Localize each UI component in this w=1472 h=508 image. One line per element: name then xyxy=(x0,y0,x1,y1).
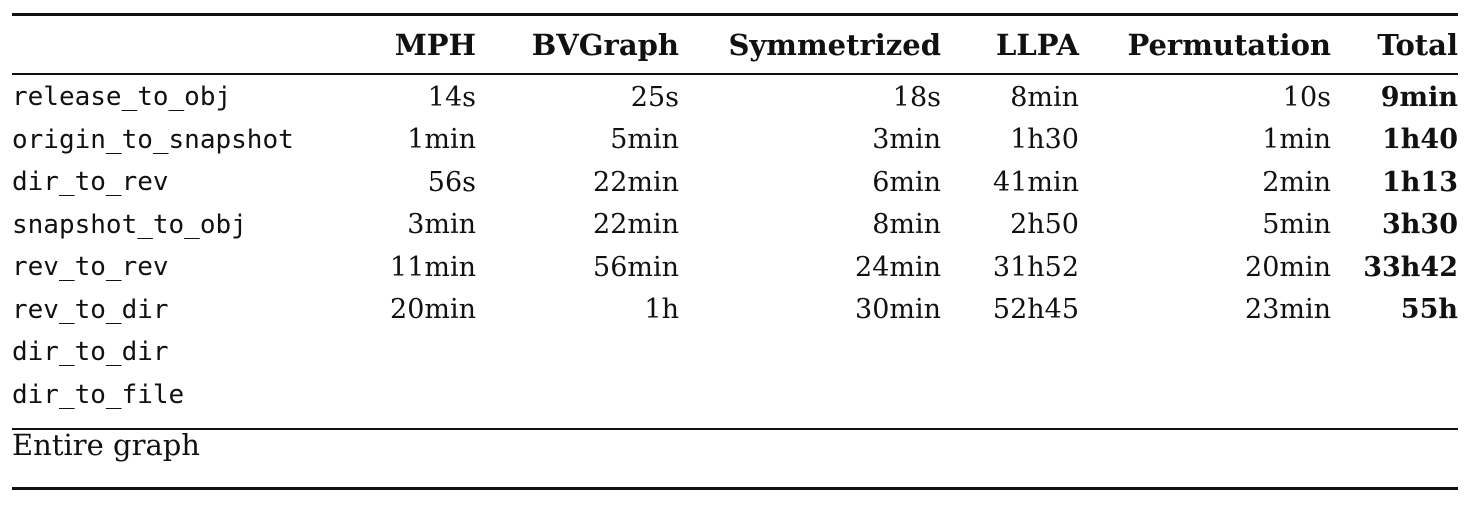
table-header-rule xyxy=(12,73,1458,75)
llpa-cell: 41min xyxy=(993,166,1079,198)
llpa-cell: 1h30 xyxy=(1010,124,1079,156)
bvgraph-cell: 22min xyxy=(593,209,679,241)
table-row: snapshot_to_obj 3min 22min 8min 2h50 5min 3h30 xyxy=(12,204,1458,247)
permutation-cell xyxy=(1079,374,1331,417)
mph-cell: 56s xyxy=(427,166,476,198)
header-row: MPH BVGraph Symmetrized LLPA Permutation… xyxy=(12,16,1458,74)
permutation-cell: 2min xyxy=(1262,166,1331,198)
graph-name-cell: rev_to_dir xyxy=(12,294,169,325)
total-cell: 1h13 xyxy=(1382,166,1458,198)
graph-name-cell: origin_to_snapshot xyxy=(12,124,294,155)
table-footer: Entire graph xyxy=(12,416,1458,474)
llpa-cell xyxy=(941,331,1079,374)
table-row: dir_to_rev 56s 22min 6min 41min 2min 1h13 xyxy=(12,161,1458,204)
table-row: release_to_obj 14s 25s 18s 8min 10s 9min xyxy=(12,74,1458,119)
mph-cell: 1min xyxy=(407,124,476,156)
graph-name-cell: rev_to_rev xyxy=(12,252,169,283)
table-row: dir_to_dir xyxy=(12,331,1458,374)
graph-name-cell: dir_to_rev xyxy=(12,167,169,198)
permutation-cell: 10s xyxy=(1282,81,1331,113)
llpa-cell: 2h50 xyxy=(1010,209,1079,241)
total-cell: 33h42 xyxy=(1363,251,1458,283)
table-top-rule xyxy=(12,13,1458,16)
bvgraph-cell: 56min xyxy=(593,251,679,283)
bvgraph-cell: 22min xyxy=(593,166,679,198)
symmetrized-cell: 24min xyxy=(855,251,941,283)
table-footer-rule xyxy=(12,428,1458,430)
table-row: dir_to_file xyxy=(12,374,1458,417)
permutation-cell xyxy=(1079,331,1331,374)
llpa-cell: 52h45 xyxy=(992,294,1079,326)
graph-name-cell: dir_to_file xyxy=(12,379,185,410)
header-symmetrized: Symmetrized xyxy=(728,28,941,62)
total-cell: 1h40 xyxy=(1382,124,1458,156)
permutation-cell: 1min xyxy=(1262,124,1331,156)
bvgraph-cell xyxy=(476,331,679,374)
table-row: rev_to_dir 20min 1h 30min 52h45 23min 55h xyxy=(12,289,1458,332)
permutation-cell: 20min xyxy=(1245,251,1331,283)
table-row: origin_to_snapshot 1min 5min 3min 1h30 1min 1h… xyxy=(12,119,1458,162)
bvgraph-cell: 25s xyxy=(630,81,679,113)
footer-row: Entire graph xyxy=(12,416,1458,474)
symmetrized-cell: 30min xyxy=(855,294,941,326)
symmetrized-cell: 18s xyxy=(892,81,941,113)
symmetrized-cell: 3min xyxy=(872,124,941,156)
header-bvgraph: BVGraph xyxy=(531,28,679,62)
mph-cell: 14s xyxy=(427,81,476,113)
table-bottom-rule xyxy=(12,487,1458,490)
table-row: rev_to_rev 11min 56min 24min 31h52 20min 33h42 xyxy=(12,246,1458,289)
total-cell: 3h30 xyxy=(1382,209,1458,241)
table-body: release_to_obj 14s 25s 18s 8min 10s 9min origin… xyxy=(12,74,1458,416)
total-cell: 9min xyxy=(1380,81,1458,113)
timing-table: MPH BVGraph Symmetrized LLPA Permutation… xyxy=(12,16,1458,474)
header-mph: MPH xyxy=(394,28,476,62)
bvgraph-cell: 5min xyxy=(610,124,679,156)
llpa-cell: 31h52 xyxy=(992,251,1079,283)
symmetrized-cell xyxy=(679,331,941,374)
bvgraph-cell: 1h xyxy=(644,294,679,326)
mph-cell xyxy=(357,374,476,417)
header-graph xyxy=(12,16,357,74)
footer-label: Entire graph xyxy=(12,428,200,462)
mph-cell: 3min xyxy=(407,209,476,241)
symmetrized-cell: 8min xyxy=(872,209,941,241)
mph-cell: 11min xyxy=(390,251,476,283)
header-total: Total xyxy=(1377,28,1458,62)
symmetrized-cell: 6min xyxy=(872,166,941,198)
total-cell xyxy=(1331,374,1458,417)
mph-cell: 20min xyxy=(390,294,476,326)
permutation-cell: 23min xyxy=(1245,294,1331,326)
mph-cell xyxy=(357,331,476,374)
graph-name-cell: dir_to_dir xyxy=(12,337,169,368)
permutation-cell: 5min xyxy=(1262,209,1331,241)
llpa-cell: 8min xyxy=(1010,81,1079,113)
graph-name-cell: snapshot_to_obj xyxy=(12,209,247,240)
graph-name-cell: release_to_obj xyxy=(12,82,232,113)
total-cell xyxy=(1331,331,1458,374)
total-cell: 55h xyxy=(1400,294,1458,326)
llpa-cell xyxy=(941,374,1079,417)
header-permutation: Permutation xyxy=(1127,28,1331,62)
bvgraph-cell xyxy=(476,374,679,417)
symmetrized-cell xyxy=(679,374,941,417)
header-llpa: LLPA xyxy=(996,28,1079,62)
